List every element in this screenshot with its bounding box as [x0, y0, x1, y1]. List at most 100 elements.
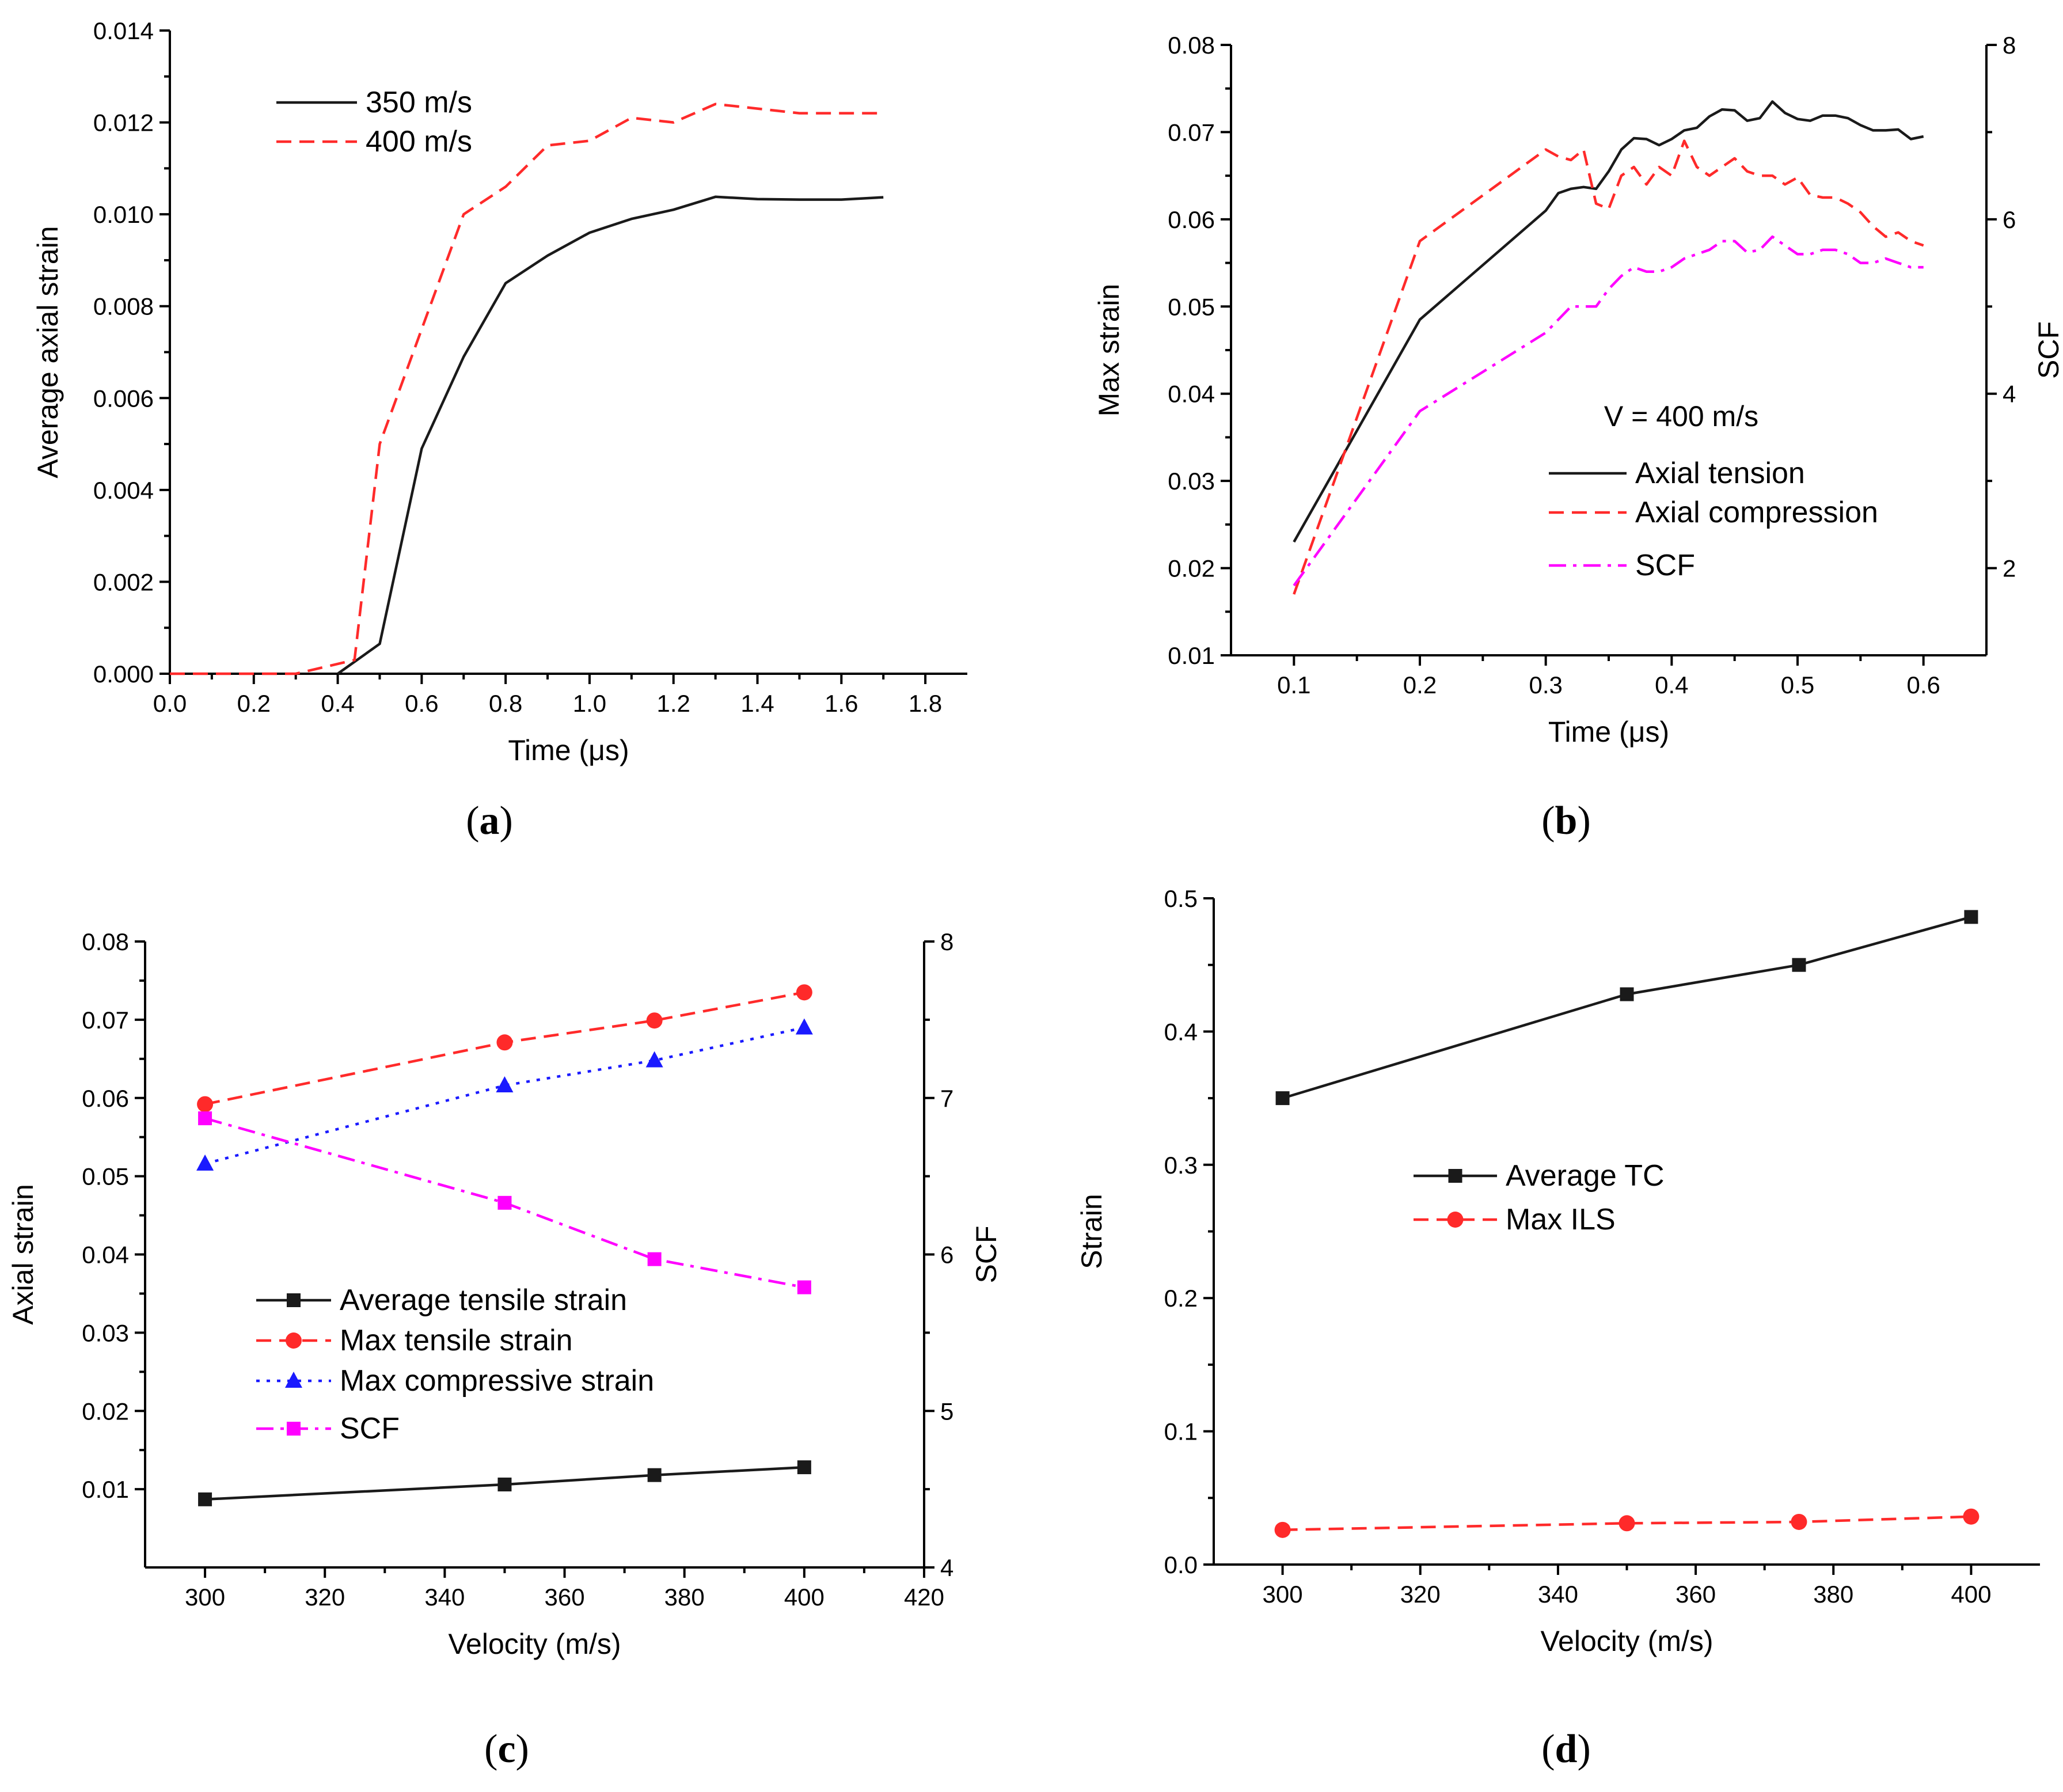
data-point-scf: [797, 1280, 811, 1294]
legend-label-max-compressive-strain: Max compressive strain: [340, 1364, 654, 1398]
data-point-max-tensile-strain: [646, 1012, 663, 1029]
chart-panel-b: 0.1 0.2 0.3 0.4 0.5 0.6 0.01 0.02 0.03 0.04 0.05 0.…: [1093, 32, 2063, 843]
x-axis-title: Time (μs): [508, 734, 629, 766]
x-tick-label: 400: [1951, 1581, 1991, 1608]
x-tick-label: 1.8: [909, 690, 942, 717]
y-tick-label: 0.4: [1164, 1018, 1198, 1045]
y-tick-label: 0.07: [82, 1007, 129, 1034]
y-tick-label: 0.000: [93, 660, 154, 688]
x-tick-label: 1.6: [825, 690, 858, 717]
y2-tick-label: 5: [940, 1398, 953, 1425]
legend-label-max-tensile-strain: Max tensile strain: [340, 1324, 573, 1357]
y-tick-label: 0.012: [93, 109, 154, 136]
y-axis-title: Average axial strain: [32, 226, 64, 478]
y-tick-label: 0.05: [1168, 293, 1215, 320]
legend-marker-max-ils: [1447, 1212, 1464, 1228]
y-tick-label: 0.006: [93, 385, 154, 412]
data-point-average-tc: [1275, 1091, 1290, 1106]
legend-marker-max-compressive-strain: [285, 1372, 302, 1388]
data-point-max-compressive-strain: [196, 1154, 214, 1171]
x-tick-label: 0.6: [1906, 671, 1940, 698]
legend-marker-average-tc: [1448, 1169, 1462, 1183]
legend-label-scf: SCF: [1635, 549, 1695, 582]
y-tick-label: 0.03: [1168, 468, 1215, 495]
y-axis-title: Axial strain: [7, 1184, 39, 1325]
legend-label-max-ils: Max ILS: [1506, 1203, 1616, 1236]
y2-axis-title: SCF: [970, 1226, 1002, 1284]
x-tick-label: 400: [784, 1584, 825, 1611]
series-line-average-tensile-strain: [204, 1466, 804, 1501]
y-axis-title: Max strain: [1093, 284, 1125, 417]
y-tick-label: 0.03: [82, 1319, 129, 1346]
x-axis-title: Velocity (m/s): [1540, 1625, 1713, 1657]
y-tick-label: 0.3: [1164, 1152, 1198, 1179]
series-line-400-m-s: [170, 102, 884, 675]
y-axis-title: Strain: [1076, 1194, 1108, 1269]
x-tick-label: 0.4: [1655, 671, 1688, 698]
x-axis-title: Time (μs): [1548, 716, 1669, 748]
data-point-max-ils: [1791, 1513, 1807, 1530]
y-tick-label: 0.02: [1168, 555, 1215, 582]
series-line-max-tensile-strain: [204, 991, 805, 1106]
data-point-max-compressive-strain: [496, 1076, 514, 1093]
y-tick-label: 0.004: [93, 477, 154, 504]
y-tick-label: 0.08: [1168, 32, 1215, 59]
data-point-average-tensile-strain: [797, 1460, 811, 1475]
x-tick-label: 1.0: [573, 690, 606, 717]
data-point-max-ils: [1274, 1521, 1291, 1538]
data-point-max-tensile-strain: [796, 984, 812, 1001]
data-point-average-tensile-strain: [198, 1492, 212, 1506]
x-tick-label: 0.1: [1277, 671, 1310, 698]
x-tick-label: 360: [544, 1584, 584, 1611]
y-tick-label: 0.008: [93, 293, 154, 320]
y-tick-label: 0.01: [82, 1476, 129, 1503]
legend-label-axial-tension: Axial tension: [1635, 457, 1805, 490]
y2-tick-label: 4: [940, 1554, 953, 1581]
panel-label-d: (d): [1541, 1727, 1591, 1771]
y2-tick-label: 8: [940, 928, 953, 955]
x-tick-label: 320: [305, 1584, 345, 1611]
y2-tick-label: 6: [2003, 206, 2016, 233]
data-point-max-tensile-strain: [496, 1034, 513, 1051]
data-point-max-tensile-strain: [197, 1096, 214, 1113]
series-line-max-ils: [1282, 1515, 1971, 1532]
x-tick-label: 300: [185, 1584, 225, 1611]
legend-marker-scf: [287, 1422, 301, 1436]
x-tick-label: 300: [1263, 1581, 1303, 1608]
series-line-axial-tension: [1293, 100, 1924, 543]
legend-label-350-m-s: 350 m/s: [366, 86, 472, 119]
x-tick-label: 1.2: [657, 690, 690, 717]
x-tick-label: 420: [904, 1584, 944, 1611]
x-tick-label: 0.6: [405, 690, 438, 717]
y-tick-label: 0.07: [1168, 119, 1215, 146]
y-tick-label: 0.014: [93, 17, 154, 44]
data-point-max-compressive-strain: [795, 1018, 813, 1035]
y-tick-label: 0.2: [1164, 1285, 1198, 1312]
y-tick-label: 0.04: [1168, 381, 1215, 408]
data-point-max-ils: [1619, 1515, 1635, 1532]
y-tick-label: 0.02: [82, 1398, 129, 1425]
x-tick-label: 380: [664, 1584, 705, 1611]
y-tick-label: 0.002: [93, 568, 154, 595]
series-line-scf: [204, 1117, 805, 1289]
series-line-max-compressive-strain: [204, 1026, 805, 1165]
data-point-scf: [198, 1111, 212, 1126]
panel-label-c: (c): [484, 1727, 529, 1771]
x-axis-title: Velocity (m/s): [448, 1628, 621, 1660]
chart-annotation: V = 400 m/s: [1604, 400, 1758, 432]
data-point-scf: [647, 1252, 662, 1266]
x-tick-label: 0.0: [153, 690, 187, 717]
x-tick-label: 380: [1813, 1581, 1853, 1608]
legend-label-scf: SCF: [340, 1412, 400, 1445]
legend-label-average-tensile-strain: Average tensile strain: [340, 1284, 627, 1317]
x-tick-label: 320: [1400, 1581, 1441, 1608]
y-tick-label: 0.06: [1168, 206, 1215, 233]
x-tick-label: 0.4: [321, 690, 354, 717]
y-tick-label: 0.5: [1164, 885, 1198, 912]
chart-panel-d: 300 320 340 360 380 400 0.0 0.1 0.2 0.3 0.4 0.5 Velo…: [1076, 885, 2040, 1771]
x-tick-label: 0.2: [237, 690, 271, 717]
data-point-average-tc: [1792, 958, 1806, 972]
legend-marker-average-tensile-strain: [287, 1293, 301, 1307]
y-tick-label: 0.010: [93, 201, 154, 228]
